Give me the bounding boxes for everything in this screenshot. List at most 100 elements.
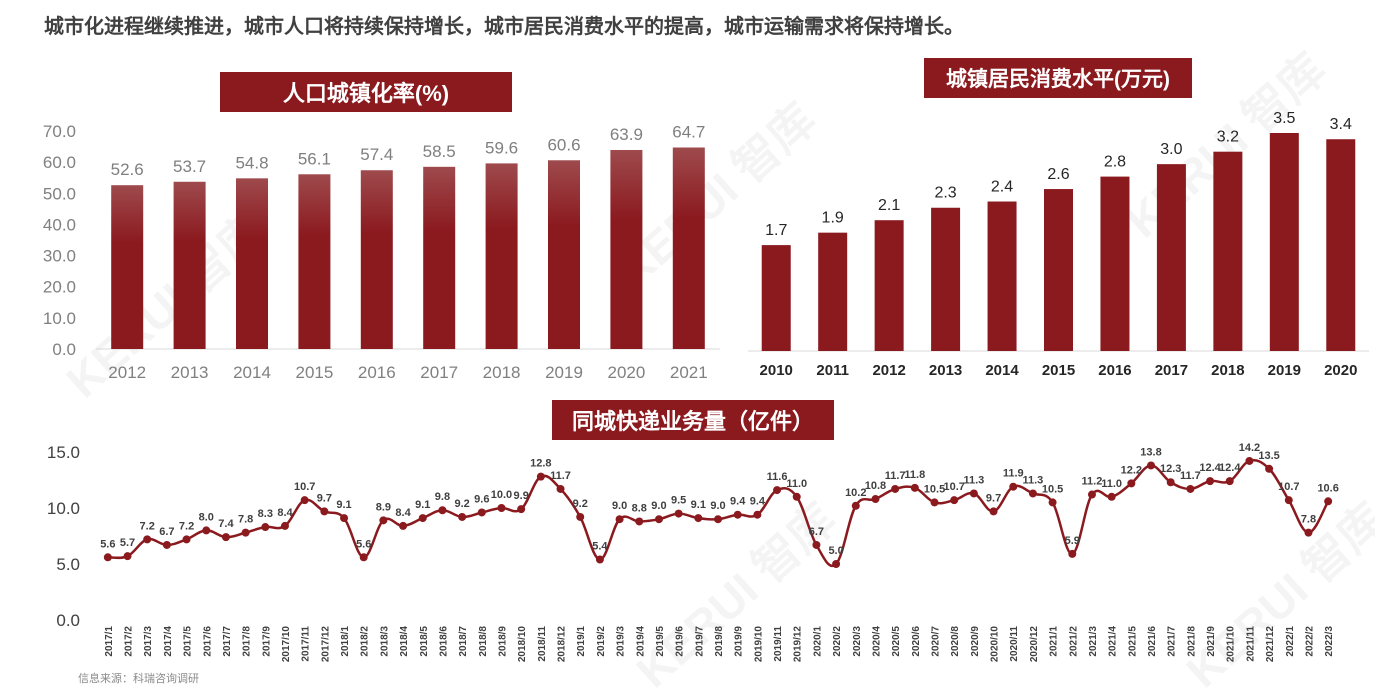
chart3-x-label: 2021/11: [1245, 626, 1256, 662]
chart1-x-label: 2018: [483, 363, 521, 382]
chart3-x-label: 2020/9: [970, 626, 981, 657]
chart3-x-label: 2019/12: [793, 626, 804, 663]
chart3-point: [280, 521, 289, 530]
chart3-value-label: 10.7: [943, 481, 964, 493]
chart3-value-label: 11.3: [963, 474, 984, 486]
chart3-value-label: 12.4: [1219, 462, 1241, 474]
chart3-point: [379, 516, 388, 525]
chart3-x-label: 2017/1: [104, 626, 115, 657]
chart3-point: [517, 505, 526, 514]
chart3-value-label: 5.6: [100, 538, 115, 550]
chart3-value-label: 7.2: [140, 520, 155, 532]
chart3-x-label: 2020/2: [832, 626, 843, 657]
chart1-bar: [610, 149, 643, 349]
chart2-x-label: 2018: [1211, 362, 1244, 379]
chart3-point: [1107, 492, 1116, 501]
chart3-value-label: 7.8: [238, 514, 253, 526]
chart3-value-label: 5.9: [1065, 535, 1080, 547]
chart3-point: [438, 506, 447, 515]
chart3-value-label: 10.7: [1278, 481, 1299, 493]
chart2-value-label: 3.4: [1330, 116, 1352, 133]
chart3-point: [714, 515, 722, 524]
chart3-x-label: 2019/9: [734, 626, 745, 657]
chart3-x-label: 2018/10: [517, 626, 528, 663]
chart2-value-label: 1.7: [765, 222, 787, 239]
chart3-x-label: 2021/7: [1167, 626, 1178, 657]
chart3-value-label: 9.2: [454, 498, 469, 510]
chart2-value-label: 2.3: [934, 185, 956, 202]
chart3-point: [123, 552, 132, 561]
chart3-point: [1009, 482, 1018, 491]
chart3-x-label: 2019/6: [675, 626, 686, 657]
chart3-point: [733, 510, 742, 519]
page-headline: 城市化进程继续推进，城市人口将持续保持增长，城市居民消费水平的提高，城市运输需求…: [44, 16, 964, 38]
chart3-point: [103, 553, 112, 562]
chart2-bar: [931, 207, 961, 351]
chart1-bar: [423, 166, 456, 349]
chart3-point: [1166, 478, 1175, 487]
chart3-point: [635, 517, 644, 526]
chart3-value-label: 8.0: [199, 511, 214, 523]
chart3-point: [497, 504, 506, 512]
chart3-x-label: 2022/1: [1285, 626, 1296, 657]
chart1-value-label: 59.6: [485, 138, 518, 157]
chart3-x-label: 2018/2: [360, 626, 371, 657]
chart3-x-label: 2019/8: [714, 626, 725, 657]
chart1-value-label: 53.7: [173, 157, 206, 176]
chart3-x-label: 2020/12: [1029, 626, 1040, 663]
chart3-value-label: 8.9: [376, 501, 391, 513]
chart3-x-label: 2018/5: [419, 626, 430, 657]
chart2-value-label: 3.2: [1217, 129, 1239, 146]
chart3-x-label: 2020/4: [871, 626, 882, 657]
chart3-value-label: 9.2: [573, 498, 588, 510]
chart3-value-label: 7.8: [1301, 514, 1316, 526]
chart3-title: 同城快递业务量（亿件）: [552, 400, 834, 440]
chart1-ytick-label: 50.0: [43, 184, 76, 203]
chart1-x-label: 2012: [108, 363, 146, 382]
chart3-x-label: 2018/8: [478, 626, 489, 657]
chart3-value-label: 9.8: [435, 491, 450, 503]
chart3-value-label: 12.4: [1199, 462, 1221, 474]
chart3-point: [1284, 496, 1293, 505]
chart3-point: [1048, 498, 1057, 507]
chart1-x-label: 2019: [545, 363, 583, 382]
chart2-x-label: 2013: [929, 362, 962, 379]
chart3-value-label: 9.1: [336, 499, 351, 511]
chart3-value-label: 10.5: [1042, 483, 1063, 495]
chart3-point: [418, 514, 427, 523]
chart1-value-label: 58.5: [423, 142, 456, 161]
chart3-point: [871, 495, 880, 504]
chart3-x-label: 2017/12: [320, 626, 331, 663]
chart3-value-label: 5.7: [120, 537, 135, 549]
chart3-x-label: 2021/4: [1108, 626, 1119, 657]
chart3-point: [300, 496, 309, 505]
chart3-point: [202, 526, 211, 535]
chart3-value-label: 5.6: [356, 538, 371, 550]
chart3-point: [910, 483, 919, 492]
chart2-value-label: 2.1: [878, 197, 900, 214]
chart2-x-label: 2011: [816, 362, 849, 379]
chart3-point: [654, 515, 663, 524]
chart1-value-label: 63.9: [610, 125, 643, 144]
chart3-point: [576, 512, 585, 521]
chart3-value-label: 9.4: [750, 496, 766, 508]
chart3-value-label: 12.2: [1121, 464, 1142, 476]
chart3-value-label: 12.8: [530, 458, 551, 470]
chart3-x-label: 2017/7: [222, 626, 233, 657]
chart2-bar: [874, 220, 904, 351]
chart3-point: [851, 501, 860, 510]
chart2-bar: [1326, 139, 1356, 351]
chart3-x-label: 2021/2: [1068, 626, 1079, 657]
chart3-point: [162, 540, 171, 549]
chart2-x-label: 2012: [872, 362, 905, 379]
chart3-x-label: 2021/8: [1186, 626, 1197, 657]
chart1-bar: [236, 178, 268, 349]
chart3-point: [1186, 484, 1195, 493]
chart1-bar: [548, 160, 580, 349]
chart3-x-label: 2018/3: [379, 626, 390, 657]
chart2-x-label: 2015: [1042, 362, 1075, 379]
chart3-value-label: 12.3: [1160, 463, 1181, 475]
chart2-bar: [987, 201, 1017, 351]
chart3-point: [1028, 489, 1037, 498]
